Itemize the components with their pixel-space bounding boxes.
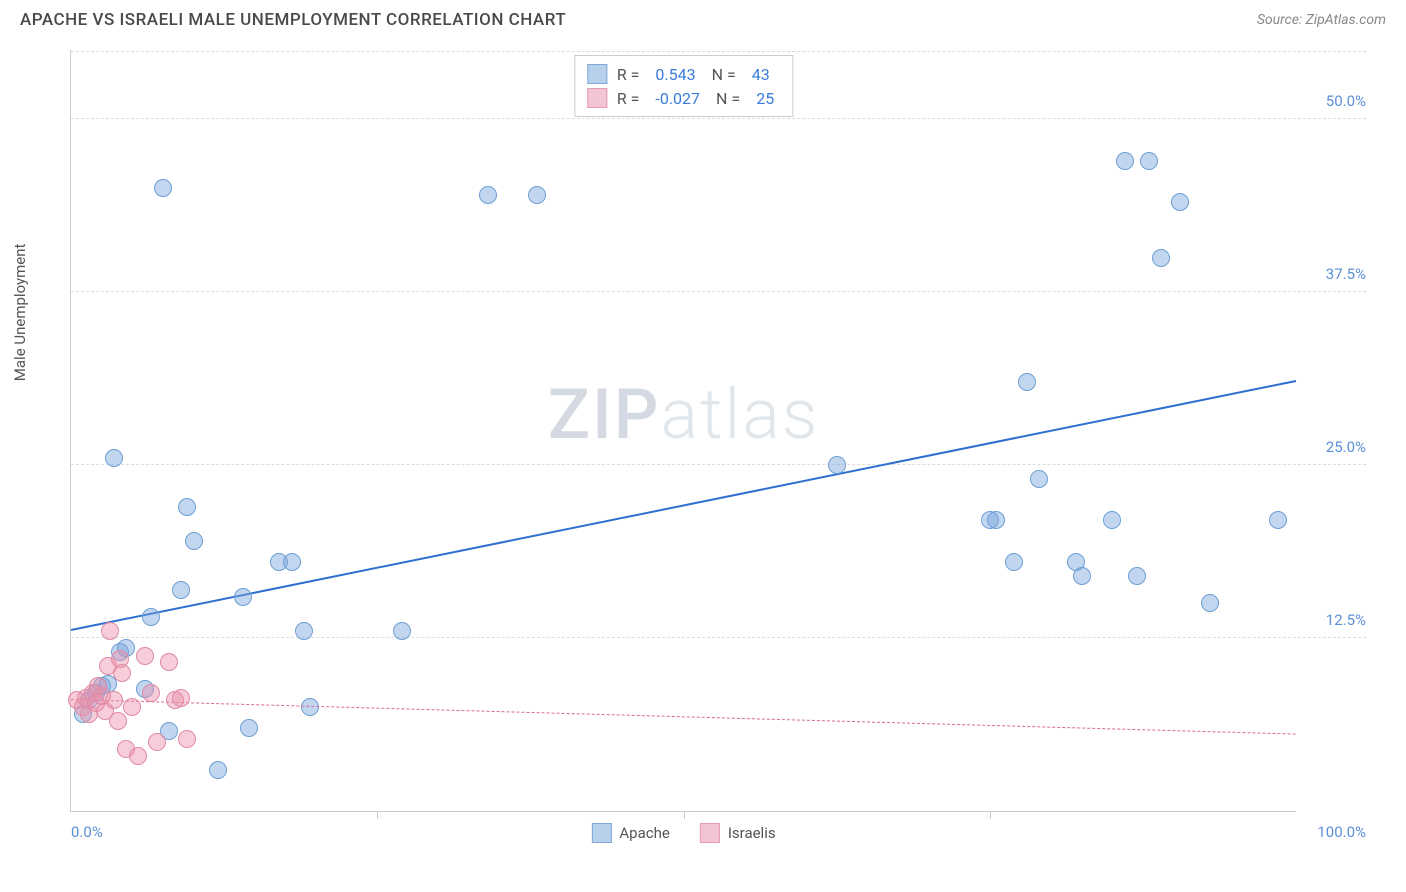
x-tick bbox=[990, 811, 991, 819]
data-point bbox=[1103, 511, 1121, 529]
data-point bbox=[1128, 567, 1146, 585]
data-point bbox=[123, 698, 141, 716]
data-point bbox=[479, 186, 497, 204]
data-point bbox=[987, 511, 1005, 529]
x-axis-start-label: 0.0% bbox=[71, 823, 103, 841]
y-tick-label: 12.5% bbox=[1306, 611, 1366, 629]
legend-item-apache: Apache bbox=[591, 823, 669, 843]
gridline bbox=[71, 637, 1366, 638]
chart-container: Male Unemployment ZIPatlas R = 0.543 N =… bbox=[50, 50, 1376, 832]
gridline bbox=[71, 118, 1366, 119]
legend-row-apache: R = 0.543 N = 43 bbox=[587, 62, 780, 86]
data-point bbox=[101, 622, 119, 640]
data-point bbox=[136, 647, 154, 665]
x-tick bbox=[684, 811, 685, 819]
legend-label-apache: Apache bbox=[619, 824, 669, 842]
data-point bbox=[1018, 373, 1036, 391]
chart-title: APACHE VS ISRAELI MALE UNEMPLOYMENT CORR… bbox=[20, 10, 566, 30]
watermark-atlas: atlas bbox=[660, 374, 819, 456]
series-legend: Apache Israelis bbox=[591, 823, 775, 843]
data-point bbox=[129, 747, 147, 765]
y-tick-label: 50.0% bbox=[1306, 92, 1366, 110]
legend-row-israelis: R = -0.027 N = 25 bbox=[587, 86, 780, 110]
data-point bbox=[209, 761, 227, 779]
data-point bbox=[1005, 553, 1023, 571]
gridline bbox=[71, 51, 1366, 52]
swatch-israelis-icon bbox=[700, 823, 720, 843]
swatch-apache-icon bbox=[591, 823, 611, 843]
data-point bbox=[172, 689, 190, 707]
source-label: Source: bbox=[1257, 12, 1302, 28]
data-point bbox=[178, 730, 196, 748]
data-point bbox=[178, 498, 196, 516]
data-point bbox=[185, 532, 203, 550]
data-point bbox=[393, 622, 411, 640]
legend-label-israelis: Israelis bbox=[728, 824, 776, 842]
data-point bbox=[154, 179, 172, 197]
swatch-israelis bbox=[587, 88, 607, 108]
data-point bbox=[1269, 511, 1287, 529]
n-value-israelis: 25 bbox=[756, 89, 774, 108]
legend-item-israelis: Israelis bbox=[700, 823, 776, 843]
data-point bbox=[1073, 567, 1091, 585]
r-label: R = bbox=[617, 65, 640, 84]
data-point bbox=[828, 456, 846, 474]
data-point bbox=[1171, 193, 1189, 211]
watermark: ZIPatlas bbox=[548, 374, 820, 456]
plot-area: ZIPatlas R = 0.543 N = 43 R = -0.027 N =… bbox=[70, 50, 1296, 812]
r-value-israelis: -0.027 bbox=[655, 89, 700, 108]
data-point bbox=[234, 588, 252, 606]
chart-header: APACHE VS ISRAELI MALE UNEMPLOYMENT CORR… bbox=[0, 0, 1406, 35]
data-point bbox=[160, 653, 178, 671]
n-label: N = bbox=[712, 65, 736, 84]
data-point bbox=[1201, 594, 1219, 612]
data-point bbox=[528, 186, 546, 204]
x-tick bbox=[377, 811, 378, 819]
source-attribution: Source: ZipAtlas.com bbox=[1257, 12, 1386, 28]
gridline bbox=[71, 464, 1366, 465]
data-point bbox=[105, 449, 123, 467]
data-point bbox=[1152, 249, 1170, 267]
data-point bbox=[172, 581, 190, 599]
data-point bbox=[301, 698, 319, 716]
r-label: R = bbox=[617, 89, 640, 108]
data-point bbox=[1030, 470, 1048, 488]
data-point bbox=[113, 664, 131, 682]
source-name: ZipAtlas.com bbox=[1306, 12, 1386, 28]
gridline bbox=[71, 291, 1366, 292]
r-value-apache: 0.543 bbox=[655, 65, 695, 84]
data-point bbox=[142, 684, 160, 702]
data-point bbox=[142, 608, 160, 626]
data-point bbox=[105, 691, 123, 709]
data-point bbox=[1140, 152, 1158, 170]
data-point bbox=[109, 712, 127, 730]
data-point bbox=[148, 733, 166, 751]
watermark-zip: ZIP bbox=[548, 374, 661, 456]
y-tick-label: 25.0% bbox=[1306, 438, 1366, 456]
data-point bbox=[283, 553, 301, 571]
trendline-apache bbox=[71, 380, 1296, 631]
y-tick-label: 37.5% bbox=[1306, 265, 1366, 283]
data-point bbox=[240, 719, 258, 737]
x-axis-end-label: 100.0% bbox=[1317, 823, 1366, 841]
data-point bbox=[1116, 152, 1134, 170]
swatch-apache bbox=[587, 64, 607, 84]
correlation-legend: R = 0.543 N = 43 R = -0.027 N = 25 bbox=[574, 55, 793, 117]
y-axis-title: Male Unemployment bbox=[11, 244, 29, 382]
n-value-apache: 43 bbox=[752, 65, 770, 84]
n-label: N = bbox=[716, 89, 740, 108]
data-point bbox=[295, 622, 313, 640]
